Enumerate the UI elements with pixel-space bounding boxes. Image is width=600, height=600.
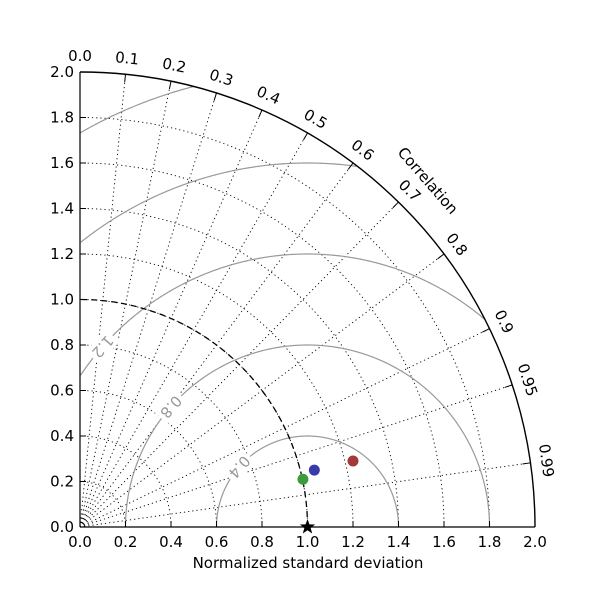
x-tick-label: 0.0 [68, 533, 92, 551]
x-tick-label: 0.6 [205, 533, 229, 551]
std-grid-arc [79, 481, 126, 528]
correlation-tick-mark [168, 81, 172, 90]
correlation-tick-mark [124, 74, 126, 83]
axes [79, 71, 536, 528]
correlation-grid-ray [79, 132, 308, 528]
data-point [347, 455, 359, 467]
rms-label-mask [154, 389, 188, 424]
correlation-tick-label: 0.4 [254, 82, 283, 108]
reference-star-marker [299, 519, 316, 534]
std-grid-arc [79, 253, 354, 528]
correlation-tick-mark [392, 201, 399, 209]
rms-contours: 0.40.81.2 [79, 85, 491, 527]
grid-lines [79, 74, 531, 528]
std-grid-arc [79, 117, 490, 528]
correlation-tick-mark [347, 162, 354, 170]
correlation-tick-mark [504, 384, 513, 388]
std-grid-arc [79, 162, 445, 528]
rms-contour [80, 162, 357, 243]
x-tick-label: 1.4 [387, 533, 411, 551]
outer-correlation-arc [79, 71, 536, 528]
correlation-tick-label: 0.9 [491, 307, 518, 336]
rms-contour [79, 85, 194, 134]
rms-label-mask [85, 329, 120, 364]
y-tick-label: 2.0 [50, 63, 74, 81]
std-grid-arc [79, 390, 217, 528]
rms-contour [215, 435, 400, 527]
y-tick-label: 0.4 [50, 427, 74, 445]
correlation-tick-mark [437, 253, 445, 260]
x-tick-label: 1.8 [478, 533, 502, 551]
correlation-tick-label: 0.0 [68, 47, 92, 65]
y-tick-label: 0.0 [50, 518, 74, 536]
y-tick-label: 1.2 [50, 245, 74, 263]
correlation-tick-label: 0.95 [514, 361, 542, 398]
x-axis-label: Normalized standard deviation [193, 554, 424, 572]
correlation-tick-label: 0.3 [207, 66, 235, 90]
y-tick-label: 1.6 [50, 154, 74, 172]
y-tick-label: 1.8 [50, 109, 74, 127]
x-tick-label: 2.0 [523, 533, 547, 551]
correlation-tick-label: 0.6 [348, 136, 378, 165]
x-tick-label: 0.8 [250, 533, 274, 551]
y-tick-label: 0.8 [50, 336, 74, 354]
x-tick-label: 1.6 [432, 533, 456, 551]
correlation-tick-mark [213, 92, 217, 101]
y-tick-label: 0.6 [50, 382, 74, 400]
correlation-tick-label: 0.99 [535, 443, 558, 479]
rms-contour [80, 253, 486, 376]
correlation-tick-mark [258, 109, 263, 118]
data-points [297, 455, 359, 534]
std-grid-arc [79, 344, 263, 528]
data-point [308, 464, 320, 476]
y-tick-label: 1.0 [50, 291, 74, 309]
rms-contour [124, 344, 491, 527]
correlation-tick-mark [482, 328, 490, 333]
data-point [297, 473, 309, 485]
x-tick-label: 0.4 [159, 533, 183, 551]
x-tick-label: 0.2 [114, 533, 138, 551]
correlation-tick-label: 0.8 [442, 229, 471, 259]
correlation-grid-ray [79, 92, 217, 528]
y-tick-label: 0.2 [50, 473, 74, 491]
x-tick-label: 1.2 [341, 533, 365, 551]
correlation-tick-mark [303, 132, 308, 141]
x-tick-label: 1.0 [296, 533, 320, 551]
rms-label-mask [222, 449, 256, 485]
correlation-tick-label: 0.5 [301, 105, 331, 133]
y-tick-label: 1.4 [50, 200, 74, 218]
correlation-tick-label: 0.1 [114, 48, 140, 68]
correlation-tick-mark [522, 462, 531, 465]
correlation-grid-ray [79, 253, 445, 528]
correlation-tick-label: 0.2 [161, 54, 188, 76]
